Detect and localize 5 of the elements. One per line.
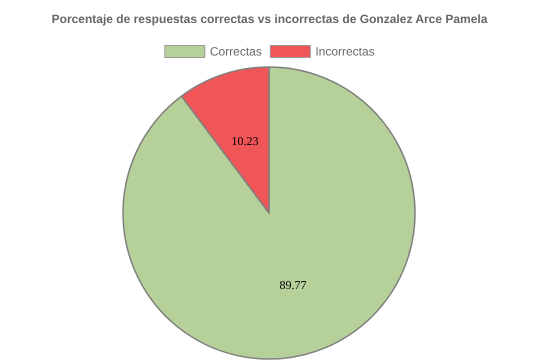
chart-title: Porcentaje de respuestas correctas vs incorrectas de Gonzalez Arce Pamela (52, 12, 488, 26)
legend-label: Incorrectas (315, 44, 375, 58)
data-label: 89.77 (280, 278, 307, 292)
data-label: 10.23 (231, 134, 258, 148)
legend-label: Correctas (210, 44, 262, 58)
